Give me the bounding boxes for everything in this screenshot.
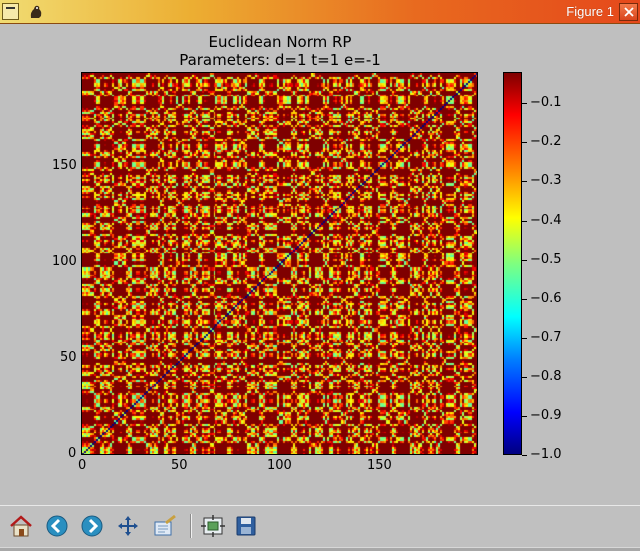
window-title: Figure 1 (566, 4, 614, 19)
y-tick-label: 100 (52, 254, 77, 269)
colorbar-tick-mark (522, 260, 527, 261)
y-tick-label: 50 (60, 350, 77, 365)
navigation-toolbar (0, 505, 640, 551)
x-tick-label: 0 (78, 458, 87, 473)
colorbar-tick-label: −0.2 (530, 134, 562, 149)
colorbar-tick-label: −0.3 (530, 173, 562, 188)
floppy-disk-icon (236, 516, 256, 536)
colorbar-tick-mark (522, 416, 527, 417)
chart-subtitle: Parameters: d=1 t=1 e=-1 (179, 51, 381, 69)
forward-arrow-icon (81, 515, 103, 537)
colorbar-tick-label: −0.4 (530, 213, 562, 228)
colorbar-tick-label: −1.0 (530, 447, 562, 462)
figure-canvas[interactable]: Euclidean Norm RP Parameters: d=1 t=1 e=… (0, 24, 640, 508)
colorbar-tick-label: −0.9 (530, 408, 562, 423)
x-tick-label: 50 (171, 458, 188, 473)
forward-button[interactable] (78, 512, 106, 540)
x-tick-label: 100 (267, 458, 292, 473)
home-button[interactable] (7, 512, 35, 540)
colorbar-tick-mark (522, 181, 527, 182)
x-tick-label: 150 (367, 458, 392, 473)
colorbar (503, 72, 522, 455)
colorbar-tick-label: −0.5 (530, 252, 562, 267)
save-button[interactable] (232, 512, 260, 540)
colorbar-tick-label: −0.7 (530, 330, 562, 345)
colorbar-tick-mark (522, 103, 527, 104)
colorbar-tick-mark (522, 299, 527, 300)
home-icon (10, 515, 32, 537)
colorbar-tick-mark (522, 142, 527, 143)
colorbar-tick-label: −0.8 (530, 369, 562, 384)
pan-arrows-icon (118, 516, 138, 536)
subplots-icon (201, 515, 225, 537)
colorbar-tick-label: −0.6 (530, 291, 562, 306)
colorbar-tick-mark (522, 338, 527, 339)
zoom-button[interactable] (151, 512, 179, 540)
close-icon (624, 7, 634, 17)
toolbar-separator (190, 514, 192, 538)
subplots-button[interactable] (199, 512, 227, 540)
recurrence-plot[interactable] (81, 72, 478, 455)
back-button[interactable] (43, 512, 71, 540)
colorbar-tick-mark (522, 377, 527, 378)
colorbar-tick-label: −0.1 (530, 95, 562, 110)
y-tick-label: 150 (52, 158, 77, 173)
heatmap-image (82, 73, 477, 454)
close-window-button[interactable] (619, 3, 638, 21)
colorbar-tick-mark (522, 455, 527, 456)
window-menu-button[interactable] (2, 3, 19, 20)
zoom-rect-icon (154, 514, 176, 536)
colorbar-tick-mark (522, 221, 527, 222)
app-icon (26, 2, 46, 22)
chart-title: Euclidean Norm RP (208, 33, 352, 51)
back-arrow-icon (46, 515, 68, 537)
window-titlebar[interactable]: Figure 1 (0, 0, 640, 24)
pan-button[interactable] (114, 512, 142, 540)
y-tick-label: 0 (68, 446, 77, 461)
